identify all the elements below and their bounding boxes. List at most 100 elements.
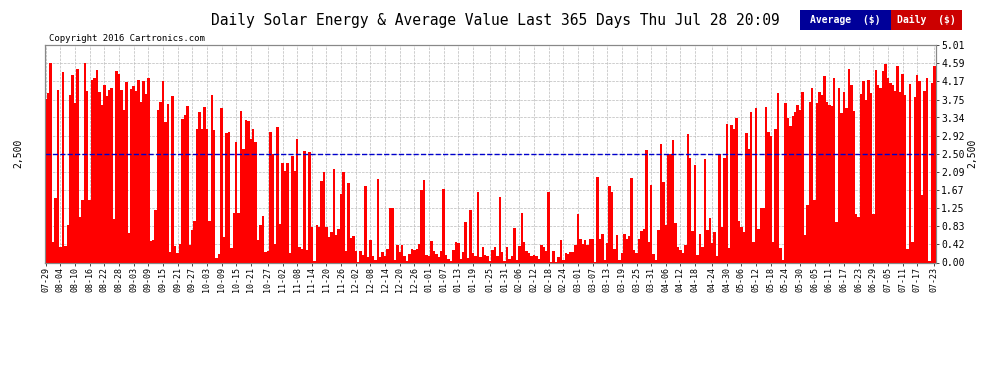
Bar <box>330 232 333 262</box>
Bar <box>682 253 684 262</box>
Bar <box>240 111 243 262</box>
Bar <box>386 249 389 262</box>
Bar <box>238 213 240 262</box>
Bar <box>774 129 777 262</box>
Bar <box>696 255 699 262</box>
Bar <box>476 192 479 262</box>
Bar <box>544 251 547 262</box>
Bar <box>98 92 101 262</box>
Bar <box>579 239 581 262</box>
Bar <box>906 249 909 262</box>
Bar <box>326 227 328 262</box>
Bar <box>135 92 138 262</box>
Bar <box>143 81 145 262</box>
Bar <box>396 245 399 262</box>
Bar <box>328 237 330 262</box>
Bar <box>457 243 459 262</box>
Bar <box>186 106 188 262</box>
Bar <box>557 257 559 262</box>
Bar <box>829 105 831 262</box>
Bar <box>379 257 381 262</box>
Bar <box>924 91 926 262</box>
Bar <box>564 253 567 262</box>
Bar <box>616 235 618 262</box>
Bar <box>433 251 436 262</box>
Bar <box>577 214 579 262</box>
Bar <box>674 223 677 262</box>
Bar <box>723 158 726 262</box>
Bar <box>669 154 672 262</box>
Bar <box>769 136 772 262</box>
Bar <box>338 229 340 262</box>
Bar <box>745 134 747 262</box>
Bar <box>855 214 857 262</box>
Bar <box>438 257 440 262</box>
Bar <box>148 78 149 262</box>
Bar <box>662 182 664 262</box>
Bar <box>113 219 116 262</box>
Bar <box>254 142 257 262</box>
Bar <box>257 240 259 262</box>
Bar <box>538 259 541 262</box>
Bar <box>445 255 447 262</box>
Bar <box>547 192 549 262</box>
Bar <box>296 140 298 262</box>
Bar <box>884 64 887 262</box>
Bar <box>911 242 914 262</box>
Bar <box>108 90 111 262</box>
Bar <box>228 132 230 262</box>
Bar <box>301 249 303 262</box>
Bar <box>867 80 869 262</box>
Bar <box>777 93 779 262</box>
Bar <box>909 84 911 262</box>
Bar <box>118 74 120 262</box>
Bar <box>533 255 536 262</box>
Bar <box>71 75 74 262</box>
Bar <box>245 120 248 262</box>
Bar <box>699 234 701 262</box>
Bar <box>472 253 474 262</box>
Bar <box>298 247 301 262</box>
Bar <box>767 132 769 262</box>
Bar <box>508 259 511 262</box>
Bar <box>406 261 408 262</box>
Bar <box>413 249 416 262</box>
Bar <box>552 251 554 262</box>
Bar <box>821 95 824 262</box>
Bar <box>645 150 647 262</box>
Bar <box>479 257 481 262</box>
Bar <box>86 92 88 262</box>
Bar <box>159 102 161 262</box>
Bar <box>562 260 564 262</box>
Bar <box>689 158 691 262</box>
Bar <box>235 142 238 262</box>
Bar <box>567 254 569 262</box>
Bar <box>691 231 694 262</box>
Bar <box>88 201 91 262</box>
Bar <box>83 63 86 262</box>
Bar <box>389 209 391 262</box>
Bar <box>511 256 513 262</box>
Bar <box>196 129 198 262</box>
Bar <box>381 252 384 262</box>
Bar <box>156 110 159 262</box>
Bar <box>621 253 623 262</box>
Bar <box>864 100 867 262</box>
Bar <box>423 180 426 262</box>
Bar <box>513 228 516 262</box>
Bar <box>726 124 728 262</box>
Bar <box>733 129 736 262</box>
Bar <box>286 163 289 262</box>
Bar <box>248 122 249 262</box>
Bar <box>352 236 354 262</box>
Bar <box>138 80 140 262</box>
Bar <box>794 111 796 262</box>
Bar <box>872 214 874 262</box>
Bar <box>394 261 396 262</box>
Bar <box>934 66 936 262</box>
Bar <box>269 132 271 262</box>
Bar <box>374 260 376 262</box>
Bar <box>657 230 659 262</box>
Bar <box>650 185 652 262</box>
Bar <box>667 154 669 262</box>
